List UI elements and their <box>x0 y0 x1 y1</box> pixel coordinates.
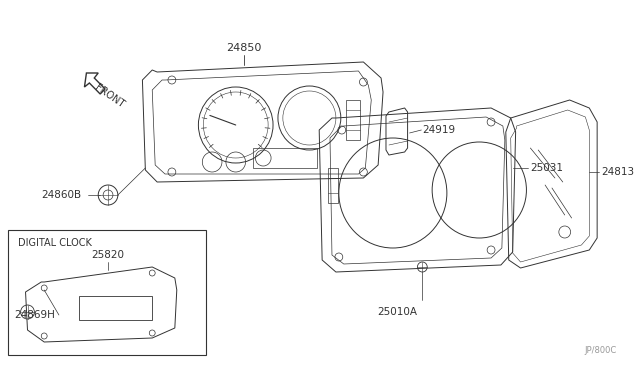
Text: 25031: 25031 <box>531 163 563 173</box>
Text: 25820: 25820 <box>92 250 125 260</box>
Bar <box>79 296 152 320</box>
Text: 24860B: 24860B <box>41 190 81 200</box>
Bar <box>8 230 206 355</box>
Text: JP/800C: JP/800C <box>584 346 617 355</box>
Bar <box>346 100 360 140</box>
Bar <box>328 168 338 203</box>
Text: 25010A: 25010A <box>377 307 417 317</box>
Text: FRONT: FRONT <box>92 82 125 109</box>
Text: 24813: 24813 <box>601 167 634 177</box>
Text: 24850: 24850 <box>226 43 261 53</box>
Bar <box>253 148 317 168</box>
Text: 24869H: 24869H <box>13 310 54 320</box>
Text: DIGITAL CLOCK: DIGITAL CLOCK <box>18 238 92 248</box>
Text: 24919: 24919 <box>422 125 456 135</box>
